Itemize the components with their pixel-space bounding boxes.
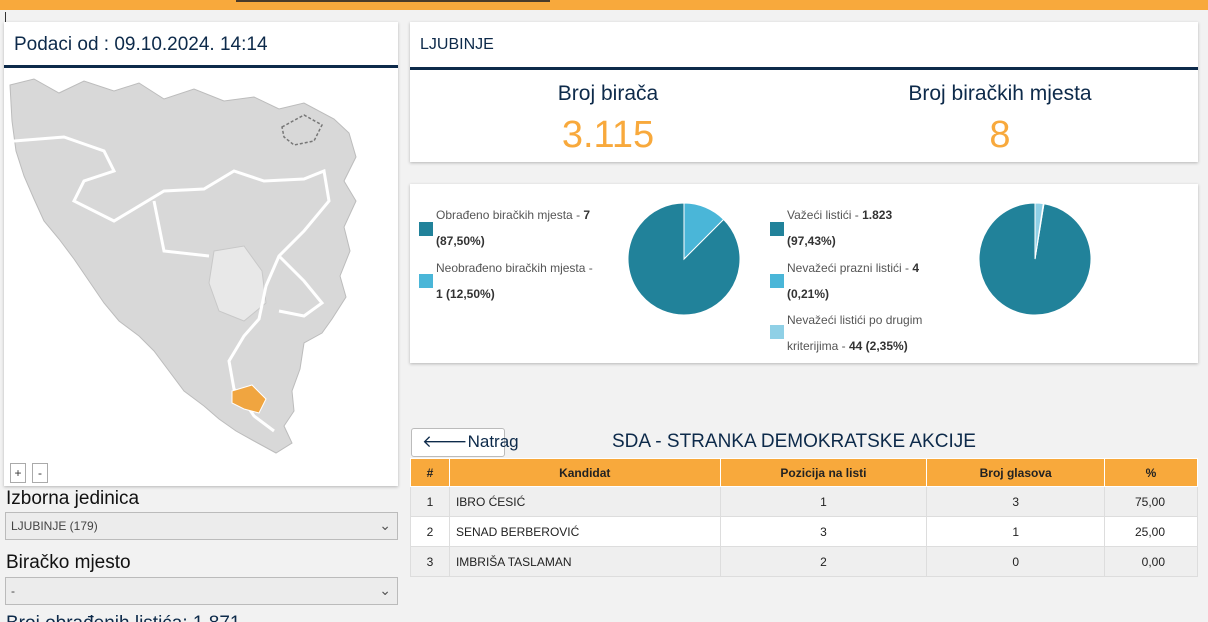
ballots-pie-slice-3[interactable]: [1034, 202, 1044, 260]
legend-valid-label: Važeći listići -: [787, 208, 863, 222]
summary-panel: LJUBINJE Broj birača 3.115 Broj biračkih…: [410, 22, 1198, 162]
map-panel: Podaci od : 09.10.2024. 14:14 + -: [4, 22, 398, 486]
table-header-row: # Kandidat Pozicija na listi Broj glasov…: [410, 458, 1198, 487]
legend-other-label-2: kriterijima -: [787, 339, 849, 353]
results-table: # Kandidat Pozicija na listi Broj glasov…: [410, 458, 1198, 577]
chevron-down-icon: ⌄: [379, 517, 391, 533]
table-row[interactable]: 1 IBRO ĆESIĆ 1 3 75,00: [410, 486, 1198, 517]
legend-valid-value: 1.823: [862, 208, 893, 222]
cell-votes: 1: [926, 516, 1106, 547]
light-region[interactable]: [208, 245, 267, 322]
legend-valid: Važeći listići - 1.823 (97,43%): [787, 202, 957, 254]
izborna-jedinica-label: Izborna jedinica: [6, 488, 140, 509]
entity-boundary: [13, 135, 331, 433]
legend-other-label: Nevažeći listići po drugim: [787, 313, 923, 327]
col-header-candidate[interactable]: Kandidat: [448, 458, 721, 487]
cell-position: 2: [719, 546, 928, 577]
col-header-votes[interactable]: Broj glasova: [926, 458, 1106, 487]
zoom-out-button[interactable]: -: [32, 463, 48, 483]
legend-swatch-unprocessed: [419, 274, 433, 288]
stations-pie-slice-2[interactable]: [683, 202, 725, 261]
legend-blank-label: Nevažeći prazni listići -: [787, 261, 913, 275]
top-accent-bar: [0, 0, 1208, 10]
cell-votes: 3: [926, 486, 1106, 517]
cell-number: 3: [410, 546, 450, 577]
chevron-down-icon: ⌄: [379, 582, 391, 598]
cell-number: 1: [410, 486, 450, 517]
legend-processed-value: 7: [583, 208, 591, 222]
legend-processed: Obrađeno biračkih mjesta - 7 (87,50%): [436, 202, 616, 254]
legend-unprocessed-label: Neobrađeno biračkih mjesta -: [436, 261, 593, 275]
bih-map[interactable]: + -: [4, 71, 398, 486]
stations-value: 8: [989, 114, 1011, 156]
ljubinje-region[interactable]: [231, 384, 267, 414]
brcko-outline: [281, 114, 323, 146]
legend-other: Nevažeći listići po drugim kriterijima -…: [787, 307, 957, 359]
cell-position: 1: [719, 486, 928, 517]
stations-label: Broj biračkih mjesta: [908, 82, 1092, 105]
legend-blank: Nevažeći prazni listići - 4 (0,21%): [787, 255, 957, 307]
table-row[interactable]: 3 IMBRIŠA TASLAMAN 2 0 0,00: [410, 546, 1198, 577]
cell-candidate: SENAD BERBEROVIĆ: [448, 516, 721, 547]
stations-pie-slice-1[interactable]: [627, 202, 741, 316]
legend-other-value: 44 (2,35%): [849, 339, 908, 353]
party-title: SDA - STRANKA DEMOKRATSKE AKCIJE: [612, 431, 976, 452]
entity-boundary-2: [152, 200, 325, 318]
cell-position: 3: [719, 516, 928, 547]
top-tab-indicator: [236, 0, 550, 2]
legend-processed-pct: (87,50%): [436, 234, 485, 248]
legend-swatch-valid: [770, 222, 784, 236]
stations-pie-chart[interactable]: [626, 201, 742, 317]
charts-panel: Obrađeno biračkih mjesta - 7 (87,50%) Ne…: [410, 184, 1198, 363]
col-header-number[interactable]: #: [410, 458, 450, 487]
back-button-label: Natrag: [467, 432, 519, 451]
municipality-title: LJUBINJE: [410, 22, 1198, 70]
legend-swatch-blank: [770, 274, 784, 288]
cell-percent: 25,00: [1104, 516, 1198, 547]
legend-swatch-processed: [419, 222, 433, 236]
cell-candidate: IMBRIŠA TASLAMAN: [448, 546, 721, 577]
cell-number: 2: [410, 516, 450, 547]
cell-votes: 0: [926, 546, 1106, 577]
cell-percent: 75,00: [1104, 486, 1198, 517]
cell-candidate: IBRO ĆESIĆ: [448, 486, 721, 517]
country-shape[interactable]: [9, 78, 357, 454]
izborna-jedinica-value: LJUBINJE (179): [11, 519, 98, 533]
text-cursor: [5, 12, 6, 22]
legend-unprocessed-value: 1 (12,50%): [436, 287, 495, 301]
zoom-in-button[interactable]: +: [10, 463, 26, 483]
col-header-position[interactable]: Pozicija na listi: [719, 458, 928, 487]
data-date-title: Podaci od : 09.10.2024. 14:14: [4, 22, 398, 68]
legend-swatch-other: [770, 325, 784, 339]
voters-label: Broj birača: [557, 82, 659, 105]
legend-blank-value: 4: [912, 261, 920, 275]
legend-valid-pct: (97,43%): [787, 234, 836, 248]
izborna-jedinica-select[interactable]: LJUBINJE (179) ⌄: [5, 512, 398, 540]
biracko-mjesto-label: Biračko mjesto: [6, 552, 131, 573]
ballots-pie-chart[interactable]: [977, 201, 1093, 317]
map-svg[interactable]: [4, 71, 398, 486]
biracko-mjesto-select[interactable]: - ⌄: [5, 577, 398, 605]
table-row[interactable]: 2 SENAD BERBEROVIĆ 3 1 25,00: [410, 516, 1198, 547]
voters-stat: Broj birača 3.115: [508, 82, 708, 157]
col-header-percent[interactable]: %: [1104, 458, 1198, 487]
back-button[interactable]: 🡐Natrag: [411, 428, 519, 457]
arrow-left-icon: 🡐: [422, 432, 468, 451]
stations-stat: Broj biračkih mjesta 8: [880, 82, 1120, 157]
legend-unprocessed: Neobrađeno biračkih mjesta - 1 (12,50%): [436, 255, 616, 307]
voters-value: 3.115: [561, 114, 655, 156]
cell-percent: 0,00: [1104, 546, 1198, 577]
legend-blank-pct: (0,21%): [787, 287, 830, 301]
ballots-processed-text: Broj obrađenih listića: 1.871: [6, 613, 240, 622]
biracko-mjesto-value: -: [11, 584, 15, 598]
legend-processed-label: Obrađeno biračkih mjesta -: [436, 208, 584, 222]
